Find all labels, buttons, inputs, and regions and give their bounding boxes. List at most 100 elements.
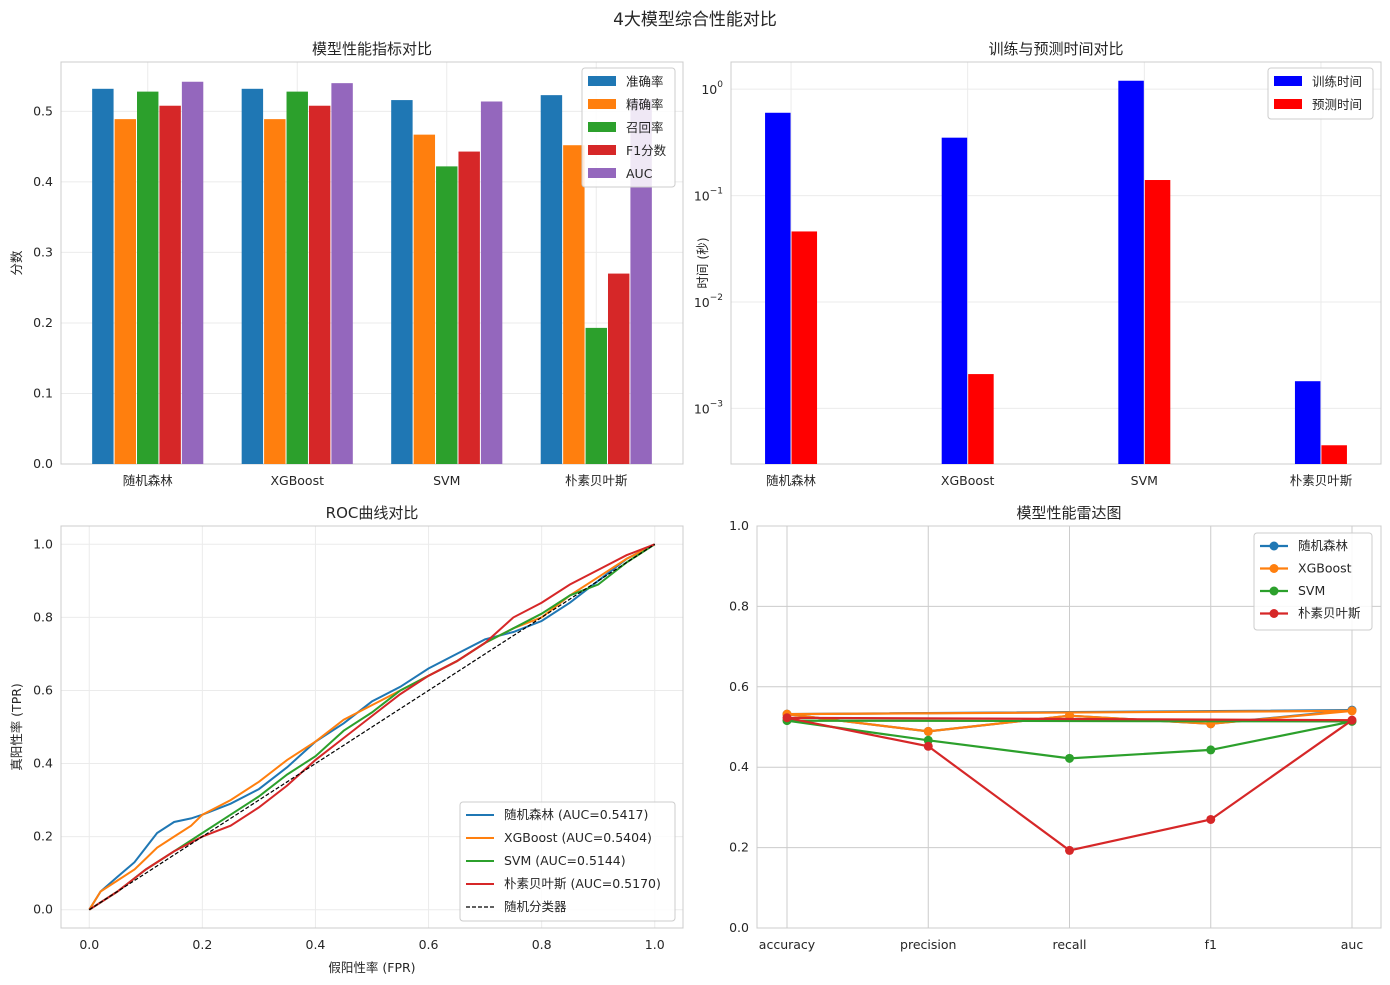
bar-F1分数 <box>458 151 480 464</box>
legend-label: 随机分类器 <box>504 899 567 914</box>
bar-AUC <box>181 81 204 464</box>
y-tick-label: 1.0 <box>33 536 53 551</box>
x-tick-label: 0.2 <box>192 937 212 952</box>
radar-frame <box>756 525 1382 929</box>
metrics-frame <box>60 61 684 465</box>
x-tick-label: 朴素贝叶斯 <box>1290 473 1353 488</box>
legend-swatch <box>1274 99 1302 109</box>
x-tick-label: XGBoost <box>941 473 995 488</box>
y-tick-label: 0.6 <box>729 679 749 694</box>
legend-swatch <box>588 145 616 155</box>
bar-预测时间 <box>968 374 994 464</box>
x-tick-label: auc <box>1341 937 1364 952</box>
radar-point <box>1347 706 1357 716</box>
bar-AUC <box>630 99 652 465</box>
legend-label: 朴素贝叶斯 <box>1298 606 1361 621</box>
y-tick-label: 0.8 <box>33 609 53 624</box>
bar-F1分数 <box>607 273 630 464</box>
x-tick-label: 0.0 <box>79 937 99 952</box>
legend-swatch <box>1274 76 1302 86</box>
bar-精确率 <box>413 134 436 465</box>
radar-line-3 <box>786 716 1356 852</box>
figure-title: 4大模型综合性能对比 <box>613 10 777 30</box>
chart-title: ROC曲线对比 <box>326 504 419 522</box>
bar-精确率 <box>114 119 137 464</box>
y-tick-label: 10−2 <box>694 293 723 310</box>
legend-swatch <box>588 168 616 178</box>
bar-F1分数 <box>308 105 331 464</box>
y-tick-base: 10 <box>694 295 710 310</box>
bar-准确率 <box>391 100 413 464</box>
y-tick-base: 10 <box>701 82 717 97</box>
chart-title: 训练与预测时间对比 <box>988 40 1123 58</box>
bar-准确率 <box>540 95 563 464</box>
y-tick-label: 0.3 <box>33 244 53 259</box>
roc-line-3 <box>88 543 656 911</box>
legend-box <box>459 801 676 922</box>
y-tick-label: 10−1 <box>694 187 723 204</box>
bar-AUC <box>480 101 503 464</box>
radar-point <box>1347 715 1357 725</box>
y-tick-exponent: −2 <box>710 293 723 303</box>
y-axis-label: 真阳性率 (TPR) <box>9 683 24 771</box>
bar-预测时间 <box>791 231 818 464</box>
radar-chart: 0.0 0.2 0.4 0.6 0.8 1.0 accuracy precision recal… <box>729 504 1382 952</box>
y-tick-base: 10 <box>694 189 710 204</box>
y-tick-label: 0.6 <box>33 682 53 697</box>
legend-label: 精确率 <box>626 97 664 112</box>
legend-marker <box>1269 564 1279 573</box>
radar-point <box>782 713 792 723</box>
bar-训练时间 <box>1294 381 1321 464</box>
y-tick-base: 10 <box>694 401 710 416</box>
y-axis-label: 分数 <box>9 250 24 276</box>
radar-line-2 <box>786 719 1353 760</box>
legend-label: 召回率 <box>626 120 664 135</box>
bar-训练时间 <box>1118 80 1144 464</box>
y-tick-label: 0.5 <box>33 103 53 118</box>
y-tick-label: 0.4 <box>33 174 53 189</box>
legend-label: 随机森林 (AUC=0.5417) <box>504 807 648 822</box>
roc-line-1 <box>88 543 656 911</box>
bar-预测时间 <box>1144 180 1171 465</box>
x-tick-label: recall <box>1052 937 1086 952</box>
legend-label: XGBoost <box>1298 561 1352 576</box>
y-tick-label: 0.4 <box>33 756 53 771</box>
bar-召回率 <box>585 327 607 464</box>
legend-label: 训练时间 <box>1312 74 1362 89</box>
time-frame <box>730 61 1382 465</box>
bar-训练时间 <box>941 137 968 464</box>
radar-point <box>923 726 933 736</box>
legend-swatch <box>588 99 616 109</box>
roc-line-2 <box>88 543 656 911</box>
y-tick-label: 1.0 <box>729 518 749 533</box>
x-tick-label: precision <box>900 937 956 952</box>
y-tick-label: 0.2 <box>33 829 53 844</box>
roc-line-4 <box>88 543 656 911</box>
x-tick-label: 0.8 <box>532 937 552 952</box>
legend-label: 随机森林 <box>1298 538 1349 553</box>
x-tick-label: 1.0 <box>645 937 665 952</box>
bar-召回率 <box>286 91 308 464</box>
bar-准确率 <box>241 88 264 465</box>
legend-label: SVM (AUC=0.5144) <box>504 853 626 868</box>
bar-召回率 <box>137 91 159 464</box>
legend-swatch <box>588 122 616 132</box>
legend-swatch <box>588 76 616 86</box>
y-axis-label: 时间 (秒) <box>695 237 710 288</box>
bar-召回率 <box>436 166 458 464</box>
metrics-bar-chart: 0.0 0.1 0.2 0.3 0.4 0.5 随机森林 XGBoost SVM 朴素贝叶斯 分数 模… <box>9 40 684 488</box>
radar-point <box>1206 745 1216 755</box>
legend-box <box>1253 532 1373 631</box>
y-tick-exponent: 0 <box>717 80 723 90</box>
legend-label: 预测时间 <box>1312 97 1362 112</box>
x-tick-label: 随机森林 <box>766 473 817 488</box>
radar-point <box>1065 753 1074 763</box>
bar-准确率 <box>92 88 114 465</box>
legend-label: F1分数 <box>626 143 667 158</box>
x-tick-label: SVM <box>433 473 460 488</box>
x-tick-label: 0.6 <box>419 937 439 952</box>
legend-marker <box>1269 541 1279 551</box>
bar-训练时间 <box>765 112 791 464</box>
x-tick-label: 0.4 <box>306 937 326 952</box>
